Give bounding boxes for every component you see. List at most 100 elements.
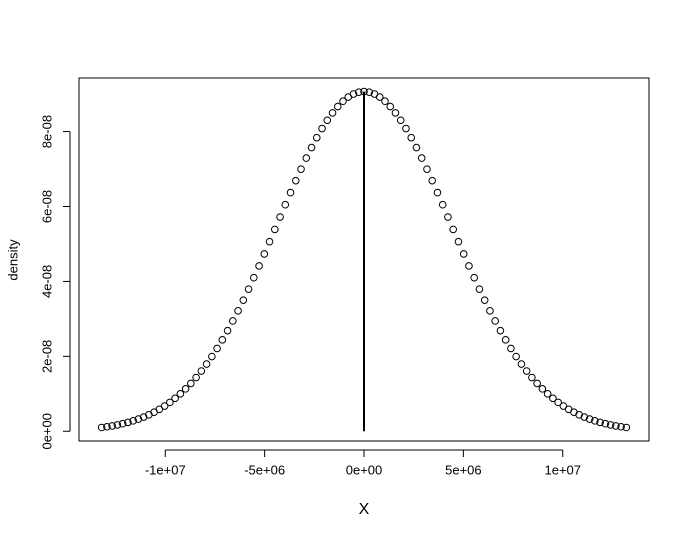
point [417,154,426,162]
point [103,422,111,431]
point [580,413,589,421]
point [517,360,526,368]
point [271,225,279,234]
point [381,97,389,106]
point [113,421,122,429]
point [260,250,269,258]
point [438,200,447,209]
point [433,188,442,197]
point [323,116,332,125]
point [423,165,431,173]
point [454,237,463,246]
point [176,390,185,398]
point [402,124,410,133]
point [486,307,494,315]
point [250,273,258,282]
point [606,421,615,429]
point [223,326,232,335]
point [312,133,321,142]
point [276,213,284,221]
x-tick-label: 5e+06 [445,462,482,477]
point [255,262,263,270]
point [444,213,452,221]
point [333,102,342,111]
point [533,379,541,388]
point [407,133,416,142]
point [213,344,221,353]
point [218,336,227,344]
point [622,423,631,432]
point [554,398,562,407]
point [470,273,478,282]
point [543,390,552,398]
x-tick-label: -5e+06 [244,462,285,477]
point [538,385,547,393]
point [480,296,489,304]
point [192,373,200,382]
point [181,385,190,393]
point [591,417,599,425]
point [360,87,368,96]
x-axis-label: X [359,501,370,518]
point [428,176,437,185]
point [291,176,300,185]
point [244,285,253,293]
point [187,379,195,388]
point [166,398,174,407]
point [528,373,536,382]
point [559,402,568,410]
point [465,262,473,270]
point [475,285,484,293]
point [396,116,405,125]
point [596,418,604,427]
point [349,90,358,98]
point [365,88,374,96]
x-tick-label: -1e+07 [145,462,186,477]
point [171,394,179,403]
plot-box [78,77,650,442]
y-axis-label: density [5,239,20,281]
y-tick-label: 4e-08 [39,265,54,298]
y-tick-label: 6e-08 [39,190,54,223]
point [229,317,237,325]
point [129,417,137,425]
point [297,165,305,173]
x-tick-label: 0e+00 [346,462,383,477]
point [459,250,468,258]
point [155,405,164,414]
point [318,124,326,133]
point [391,109,400,117]
point [307,143,316,152]
x-tick-label: 1e+07 [544,462,581,477]
point [496,326,505,335]
point [512,352,520,361]
point [491,317,499,325]
point [108,422,116,430]
point [208,352,216,361]
point [118,419,127,428]
point [134,415,143,423]
point [97,423,106,432]
point [197,367,206,375]
point [265,237,274,246]
point [601,419,610,428]
point [549,394,557,403]
point [375,93,384,101]
point [612,422,620,430]
point [617,422,625,431]
point [234,307,242,315]
point [339,97,347,106]
point [501,336,510,344]
point [160,402,169,410]
point [328,109,337,117]
point [354,88,363,96]
point [302,154,311,162]
point [585,415,594,423]
point [124,418,132,427]
point [239,296,248,304]
point [522,367,531,375]
point [202,360,211,368]
point [281,200,290,209]
point [286,188,295,197]
